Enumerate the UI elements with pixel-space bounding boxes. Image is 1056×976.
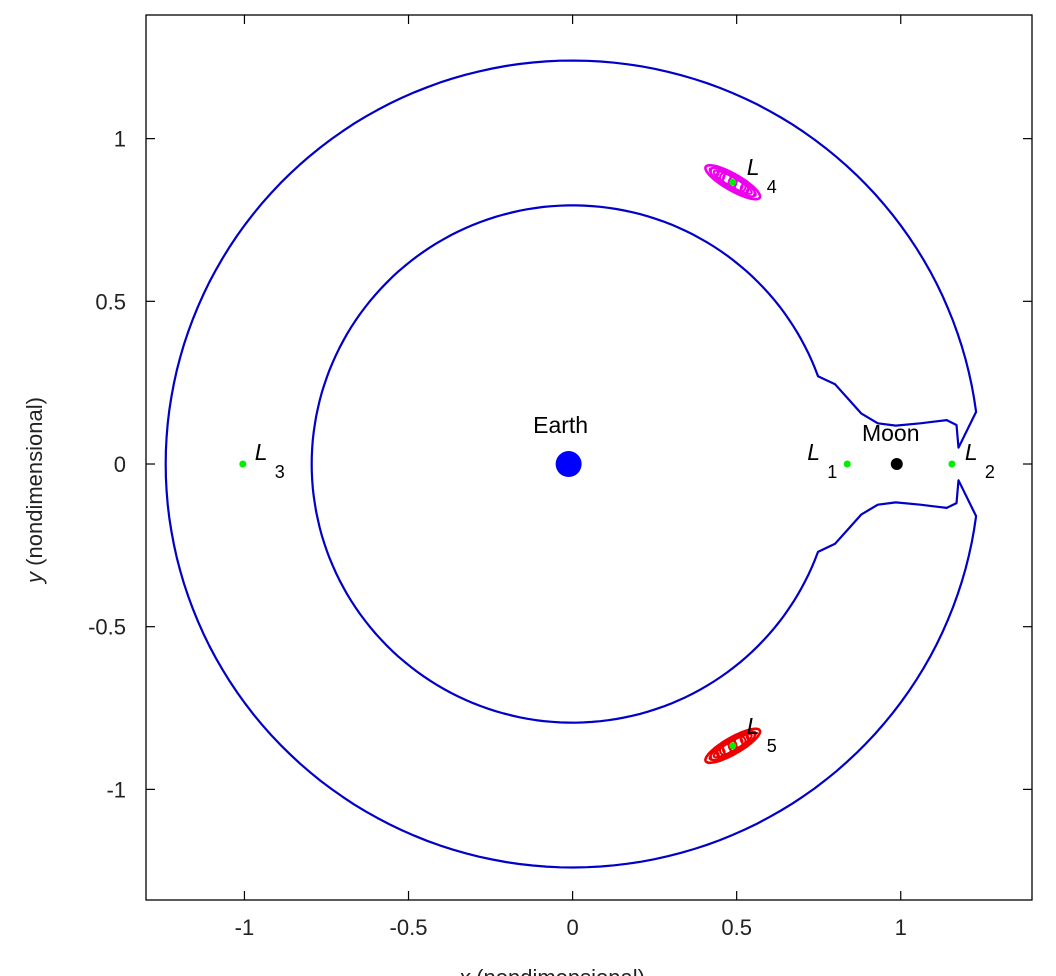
y-axis-var: y — [22, 570, 47, 585]
orbit-cusp — [733, 179, 744, 192]
l4-label: L — [747, 154, 760, 180]
tick-layer: -1 -0.5 0 0.5 1 1 0.5 0 -0.5 -1 — [88, 15, 1032, 940]
orbit-cusp — [715, 746, 726, 759]
x-tick-label: -1 — [235, 915, 255, 940]
marks-layer — [239, 178, 956, 750]
x-axis-label-rest: (nondimensional) — [470, 965, 645, 976]
orbit-loop — [704, 727, 762, 765]
orbit-cusp — [727, 739, 738, 752]
y-tick-label: 1 — [114, 127, 126, 152]
orbit-cusp — [745, 186, 756, 199]
y-tick-label: 0.5 — [95, 289, 126, 314]
orbit-cusp — [739, 183, 750, 195]
y-tick-label: 0 — [114, 452, 126, 477]
l5-point — [729, 742, 737, 750]
l5-subscript: 5 — [767, 736, 777, 756]
moon-label: Moon — [862, 420, 920, 446]
orbit-cusp — [710, 166, 720, 178]
orbit-cusp — [721, 172, 732, 185]
l5-label: L — [747, 713, 760, 739]
orbit-cusp — [710, 750, 720, 762]
l3-subscript: 3 — [275, 462, 285, 482]
y-tick-label: -0.5 — [88, 615, 126, 640]
orbit-loop — [718, 171, 747, 193]
l2-subscript: 2 — [985, 462, 995, 482]
l4-orbit — [704, 164, 762, 201]
l1-subscript: 1 — [827, 462, 837, 482]
l1-label: L — [807, 439, 820, 465]
l2-label: L — [965, 439, 978, 465]
x-tick-label: 0.5 — [721, 915, 752, 940]
y-axis-label-rest: (nondimensional) — [22, 397, 47, 572]
x-tick-label: 1 — [895, 915, 907, 940]
x-tick-label: 0 — [566, 915, 578, 940]
l4-point — [729, 178, 737, 186]
l3-label: L — [255, 439, 268, 465]
plot-border — [145, 14, 1033, 901]
orbit-loop — [704, 164, 762, 201]
orbit-loop — [718, 735, 747, 757]
y-tick-label: -1 — [106, 777, 126, 802]
zero-velocity-curve — [164, 59, 978, 869]
orbit-cusp — [727, 176, 738, 189]
l1-point — [843, 460, 851, 468]
x-axis-var: x — [458, 965, 471, 976]
orbit-cusp — [733, 736, 744, 749]
l4-subscript: 4 — [767, 177, 777, 197]
earth-label: Earth — [533, 412, 588, 438]
l5-orbit — [704, 727, 762, 765]
earth-marker — [555, 451, 582, 478]
x-axis-label: x (nondimensional) — [458, 965, 645, 976]
moon-marker — [890, 458, 903, 471]
orbit-cusp — [739, 733, 750, 745]
y-axis-label: y (nondimensional) — [22, 397, 47, 585]
orbit-cusp — [745, 729, 756, 742]
plot-frame — [145, 14, 1033, 901]
x-tick-label: -0.5 — [390, 915, 428, 940]
l2-point — [948, 460, 956, 468]
l3-point — [239, 460, 247, 468]
curves-layer — [164, 59, 978, 869]
orbit-cusp — [721, 743, 732, 756]
orbit-cusp — [715, 169, 726, 182]
